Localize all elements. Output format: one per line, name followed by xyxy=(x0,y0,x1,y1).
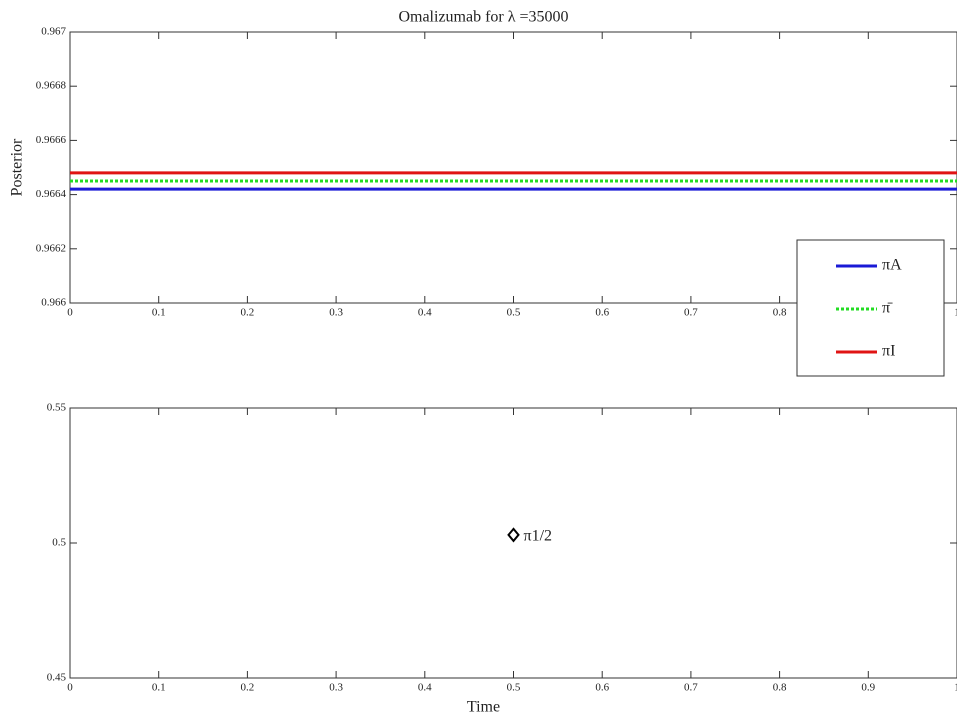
x-tick-label: 0.7 xyxy=(684,682,698,694)
legend-label: πI xyxy=(882,343,895,360)
x-tick-label: 0.6 xyxy=(595,682,609,694)
x-tick-label: 0.8 xyxy=(773,307,787,319)
x-tick-label: 0.3 xyxy=(329,307,343,319)
legend-label: πA xyxy=(882,257,902,274)
x-tick-label: 1 xyxy=(954,682,957,694)
legend-box xyxy=(796,239,945,377)
y-tick-label: 0.9668 xyxy=(36,80,67,92)
x-axis-label: Time xyxy=(467,699,500,716)
point-label: π1/2 xyxy=(524,528,553,545)
x-tick-label: 0.8 xyxy=(773,682,787,694)
x-tick-label: 0.3 xyxy=(329,682,343,694)
x-tick-label: 0.4 xyxy=(418,307,432,319)
y-tick-label: 0.9662 xyxy=(36,242,66,254)
y-tick-label: 0.45 xyxy=(47,672,67,684)
y-tick-label: 0.9666 xyxy=(36,134,67,146)
x-tick-label: 0 xyxy=(67,307,73,319)
x-tick-label: 0.9 xyxy=(861,682,875,694)
y-tick-label: 0.967 xyxy=(41,26,66,38)
x-tick-label: 0.2 xyxy=(241,682,255,694)
point xyxy=(507,527,520,543)
x-tick-label: 0 xyxy=(67,682,73,694)
chart-title: Omalizumab for λ =35000 xyxy=(398,9,568,26)
y-tick-label: 0.5 xyxy=(52,537,66,549)
x-tick-label: 0.4 xyxy=(418,682,432,694)
x-tick-label: 0.2 xyxy=(241,307,255,319)
x-tick-label: 0.5 xyxy=(507,682,521,694)
y-tick-label: 0.966 xyxy=(41,297,66,309)
y-tick-label: 0.9664 xyxy=(36,188,67,200)
legend-label: π̄ xyxy=(882,300,893,317)
x-tick-label: 0.5 xyxy=(507,307,521,319)
y-tick-label: 0.55 xyxy=(47,402,67,414)
x-tick-label: 0.1 xyxy=(152,682,166,694)
y-axis-label: Posterior xyxy=(9,138,26,196)
x-tick-label: 1 xyxy=(954,307,957,319)
x-tick-label: 0.7 xyxy=(684,307,698,319)
x-tick-label: 0.1 xyxy=(152,307,166,319)
x-tick-label: 0.6 xyxy=(595,307,609,319)
